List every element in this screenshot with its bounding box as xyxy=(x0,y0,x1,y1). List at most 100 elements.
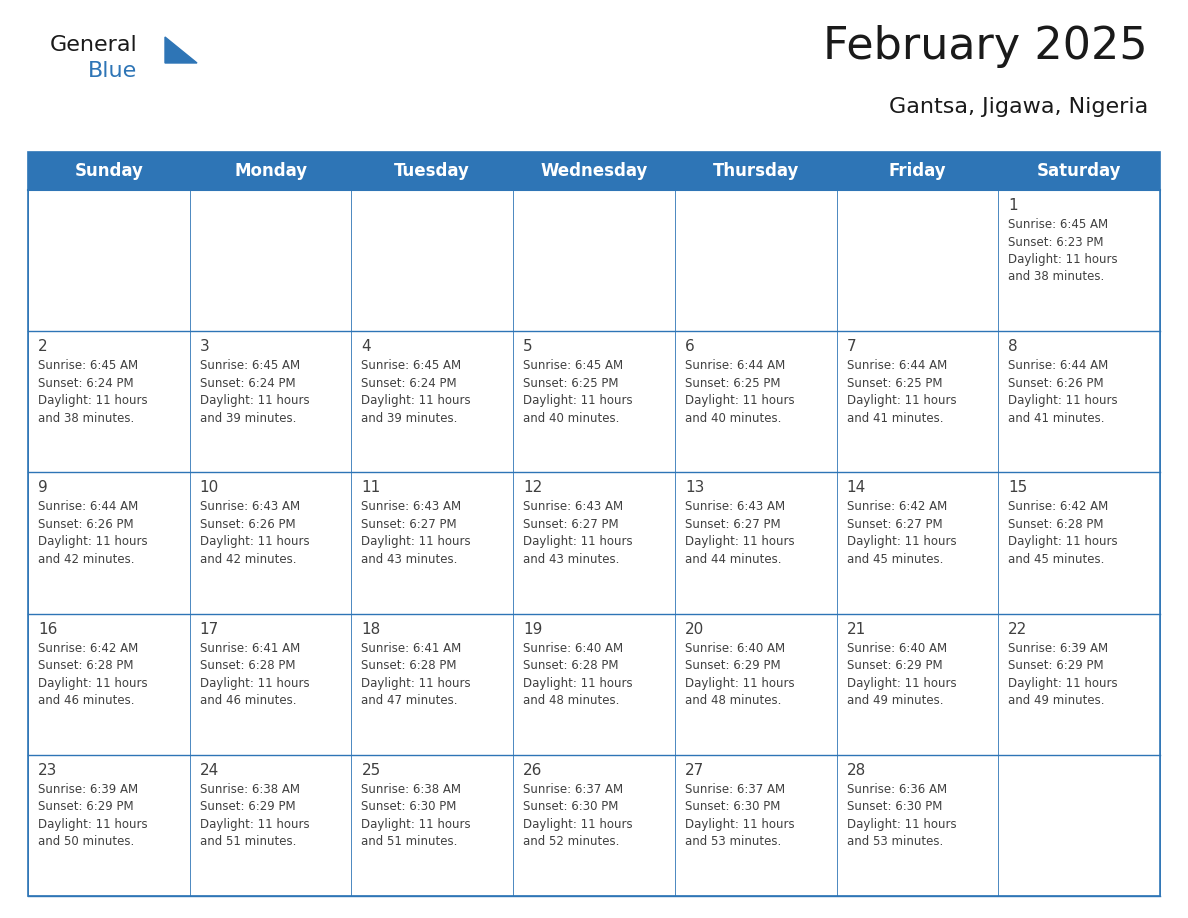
Text: Daylight: 11 hours: Daylight: 11 hours xyxy=(684,394,795,408)
Text: 4: 4 xyxy=(361,339,371,354)
Bar xyxy=(29,190,1159,896)
Text: Sunset: 6:30 PM: Sunset: 6:30 PM xyxy=(847,800,942,813)
Text: Sunset: 6:24 PM: Sunset: 6:24 PM xyxy=(361,376,457,390)
Text: 15: 15 xyxy=(1009,480,1028,496)
Text: Sunset: 6:26 PM: Sunset: 6:26 PM xyxy=(38,518,133,531)
Text: 20: 20 xyxy=(684,621,704,636)
Text: Daylight: 11 hours: Daylight: 11 hours xyxy=(361,535,472,548)
Text: Sunset: 6:27 PM: Sunset: 6:27 PM xyxy=(684,518,781,531)
Text: and 48 minutes.: and 48 minutes. xyxy=(523,694,619,707)
Text: Sunrise: 6:38 AM: Sunrise: 6:38 AM xyxy=(361,783,461,796)
Text: 3: 3 xyxy=(200,339,209,354)
Text: 22: 22 xyxy=(1009,621,1028,636)
Polygon shape xyxy=(165,37,197,63)
Text: 24: 24 xyxy=(200,763,219,778)
Text: Sunrise: 6:44 AM: Sunrise: 6:44 AM xyxy=(1009,359,1108,372)
Text: 17: 17 xyxy=(200,621,219,636)
Text: and 50 minutes.: and 50 minutes. xyxy=(38,835,134,848)
Text: Daylight: 11 hours: Daylight: 11 hours xyxy=(684,677,795,689)
Text: Sunrise: 6:39 AM: Sunrise: 6:39 AM xyxy=(1009,642,1108,655)
Text: Sunrise: 6:45 AM: Sunrise: 6:45 AM xyxy=(1009,218,1108,231)
Text: Sunrise: 6:45 AM: Sunrise: 6:45 AM xyxy=(200,359,299,372)
Text: Sunset: 6:27 PM: Sunset: 6:27 PM xyxy=(847,518,942,531)
Text: and 39 minutes.: and 39 minutes. xyxy=(361,411,457,425)
Text: 5: 5 xyxy=(523,339,532,354)
Text: 10: 10 xyxy=(200,480,219,496)
Text: 18: 18 xyxy=(361,621,380,636)
Text: Daylight: 11 hours: Daylight: 11 hours xyxy=(523,818,633,831)
Text: Sunset: 6:29 PM: Sunset: 6:29 PM xyxy=(684,659,781,672)
Text: Sunrise: 6:44 AM: Sunrise: 6:44 AM xyxy=(684,359,785,372)
Text: and 41 minutes.: and 41 minutes. xyxy=(847,411,943,425)
Text: Daylight: 11 hours: Daylight: 11 hours xyxy=(38,535,147,548)
Text: Daylight: 11 hours: Daylight: 11 hours xyxy=(847,677,956,689)
Text: and 43 minutes.: and 43 minutes. xyxy=(523,553,619,565)
Text: Sunset: 6:28 PM: Sunset: 6:28 PM xyxy=(523,659,619,672)
Text: Sunrise: 6:40 AM: Sunrise: 6:40 AM xyxy=(523,642,624,655)
Text: Sunset: 6:25 PM: Sunset: 6:25 PM xyxy=(523,376,619,390)
Text: and 41 minutes.: and 41 minutes. xyxy=(1009,411,1105,425)
Text: Sunrise: 6:40 AM: Sunrise: 6:40 AM xyxy=(684,642,785,655)
Text: Sunrise: 6:43 AM: Sunrise: 6:43 AM xyxy=(684,500,785,513)
Text: Sunset: 6:25 PM: Sunset: 6:25 PM xyxy=(684,376,781,390)
Text: and 47 minutes.: and 47 minutes. xyxy=(361,694,457,707)
Text: Sunset: 6:30 PM: Sunset: 6:30 PM xyxy=(684,800,781,813)
Text: and 38 minutes.: and 38 minutes. xyxy=(1009,271,1105,284)
Text: General: General xyxy=(50,35,138,55)
Text: 21: 21 xyxy=(847,621,866,636)
Text: 23: 23 xyxy=(38,763,57,778)
Text: Sunrise: 6:43 AM: Sunrise: 6:43 AM xyxy=(361,500,462,513)
Text: 9: 9 xyxy=(38,480,48,496)
Text: and 42 minutes.: and 42 minutes. xyxy=(38,553,134,565)
Text: Daylight: 11 hours: Daylight: 11 hours xyxy=(523,394,633,408)
Text: Sunrise: 6:44 AM: Sunrise: 6:44 AM xyxy=(38,500,138,513)
Text: Sunrise: 6:36 AM: Sunrise: 6:36 AM xyxy=(847,783,947,796)
Text: Sunset: 6:30 PM: Sunset: 6:30 PM xyxy=(523,800,619,813)
Text: Daylight: 11 hours: Daylight: 11 hours xyxy=(361,394,472,408)
Text: Daylight: 11 hours: Daylight: 11 hours xyxy=(847,394,956,408)
Text: and 51 minutes.: and 51 minutes. xyxy=(200,835,296,848)
Text: Blue: Blue xyxy=(88,61,138,81)
Text: Daylight: 11 hours: Daylight: 11 hours xyxy=(200,535,309,548)
Text: Sunset: 6:25 PM: Sunset: 6:25 PM xyxy=(847,376,942,390)
Text: Sunrise: 6:37 AM: Sunrise: 6:37 AM xyxy=(523,783,624,796)
Text: Sunset: 6:29 PM: Sunset: 6:29 PM xyxy=(847,659,942,672)
Text: Daylight: 11 hours: Daylight: 11 hours xyxy=(1009,253,1118,266)
Text: and 51 minutes.: and 51 minutes. xyxy=(361,835,457,848)
Text: and 49 minutes.: and 49 minutes. xyxy=(847,694,943,707)
Text: Sunset: 6:28 PM: Sunset: 6:28 PM xyxy=(361,659,457,672)
Text: 6: 6 xyxy=(684,339,695,354)
Text: Sunrise: 6:42 AM: Sunrise: 6:42 AM xyxy=(847,500,947,513)
Text: and 42 minutes.: and 42 minutes. xyxy=(200,553,296,565)
Text: Sunrise: 6:38 AM: Sunrise: 6:38 AM xyxy=(200,783,299,796)
Text: Sunrise: 6:37 AM: Sunrise: 6:37 AM xyxy=(684,783,785,796)
Text: Daylight: 11 hours: Daylight: 11 hours xyxy=(684,535,795,548)
Text: and 52 minutes.: and 52 minutes. xyxy=(523,835,619,848)
Text: 7: 7 xyxy=(847,339,857,354)
Text: and 46 minutes.: and 46 minutes. xyxy=(200,694,296,707)
Text: Daylight: 11 hours: Daylight: 11 hours xyxy=(38,677,147,689)
Text: Sunrise: 6:42 AM: Sunrise: 6:42 AM xyxy=(38,642,138,655)
Text: and 43 minutes.: and 43 minutes. xyxy=(361,553,457,565)
Text: and 46 minutes.: and 46 minutes. xyxy=(38,694,134,707)
Text: February 2025: February 2025 xyxy=(823,25,1148,68)
Text: and 45 minutes.: and 45 minutes. xyxy=(847,553,943,565)
Text: Sunset: 6:29 PM: Sunset: 6:29 PM xyxy=(200,800,296,813)
Text: Sunrise: 6:42 AM: Sunrise: 6:42 AM xyxy=(1009,500,1108,513)
Text: Monday: Monday xyxy=(234,162,308,180)
Text: and 49 minutes.: and 49 minutes. xyxy=(1009,694,1105,707)
Text: Sunset: 6:24 PM: Sunset: 6:24 PM xyxy=(38,376,133,390)
Text: Sunday: Sunday xyxy=(75,162,144,180)
Text: 28: 28 xyxy=(847,763,866,778)
Text: 11: 11 xyxy=(361,480,380,496)
Bar xyxy=(29,152,1159,190)
Text: Sunrise: 6:41 AM: Sunrise: 6:41 AM xyxy=(200,642,299,655)
Text: Daylight: 11 hours: Daylight: 11 hours xyxy=(1009,394,1118,408)
Text: Sunset: 6:27 PM: Sunset: 6:27 PM xyxy=(361,518,457,531)
Text: 12: 12 xyxy=(523,480,543,496)
Text: 8: 8 xyxy=(1009,339,1018,354)
Text: Sunset: 6:28 PM: Sunset: 6:28 PM xyxy=(1009,518,1104,531)
Text: Sunset: 6:30 PM: Sunset: 6:30 PM xyxy=(361,800,457,813)
Text: Sunrise: 6:43 AM: Sunrise: 6:43 AM xyxy=(200,500,299,513)
Text: Sunset: 6:26 PM: Sunset: 6:26 PM xyxy=(1009,376,1104,390)
